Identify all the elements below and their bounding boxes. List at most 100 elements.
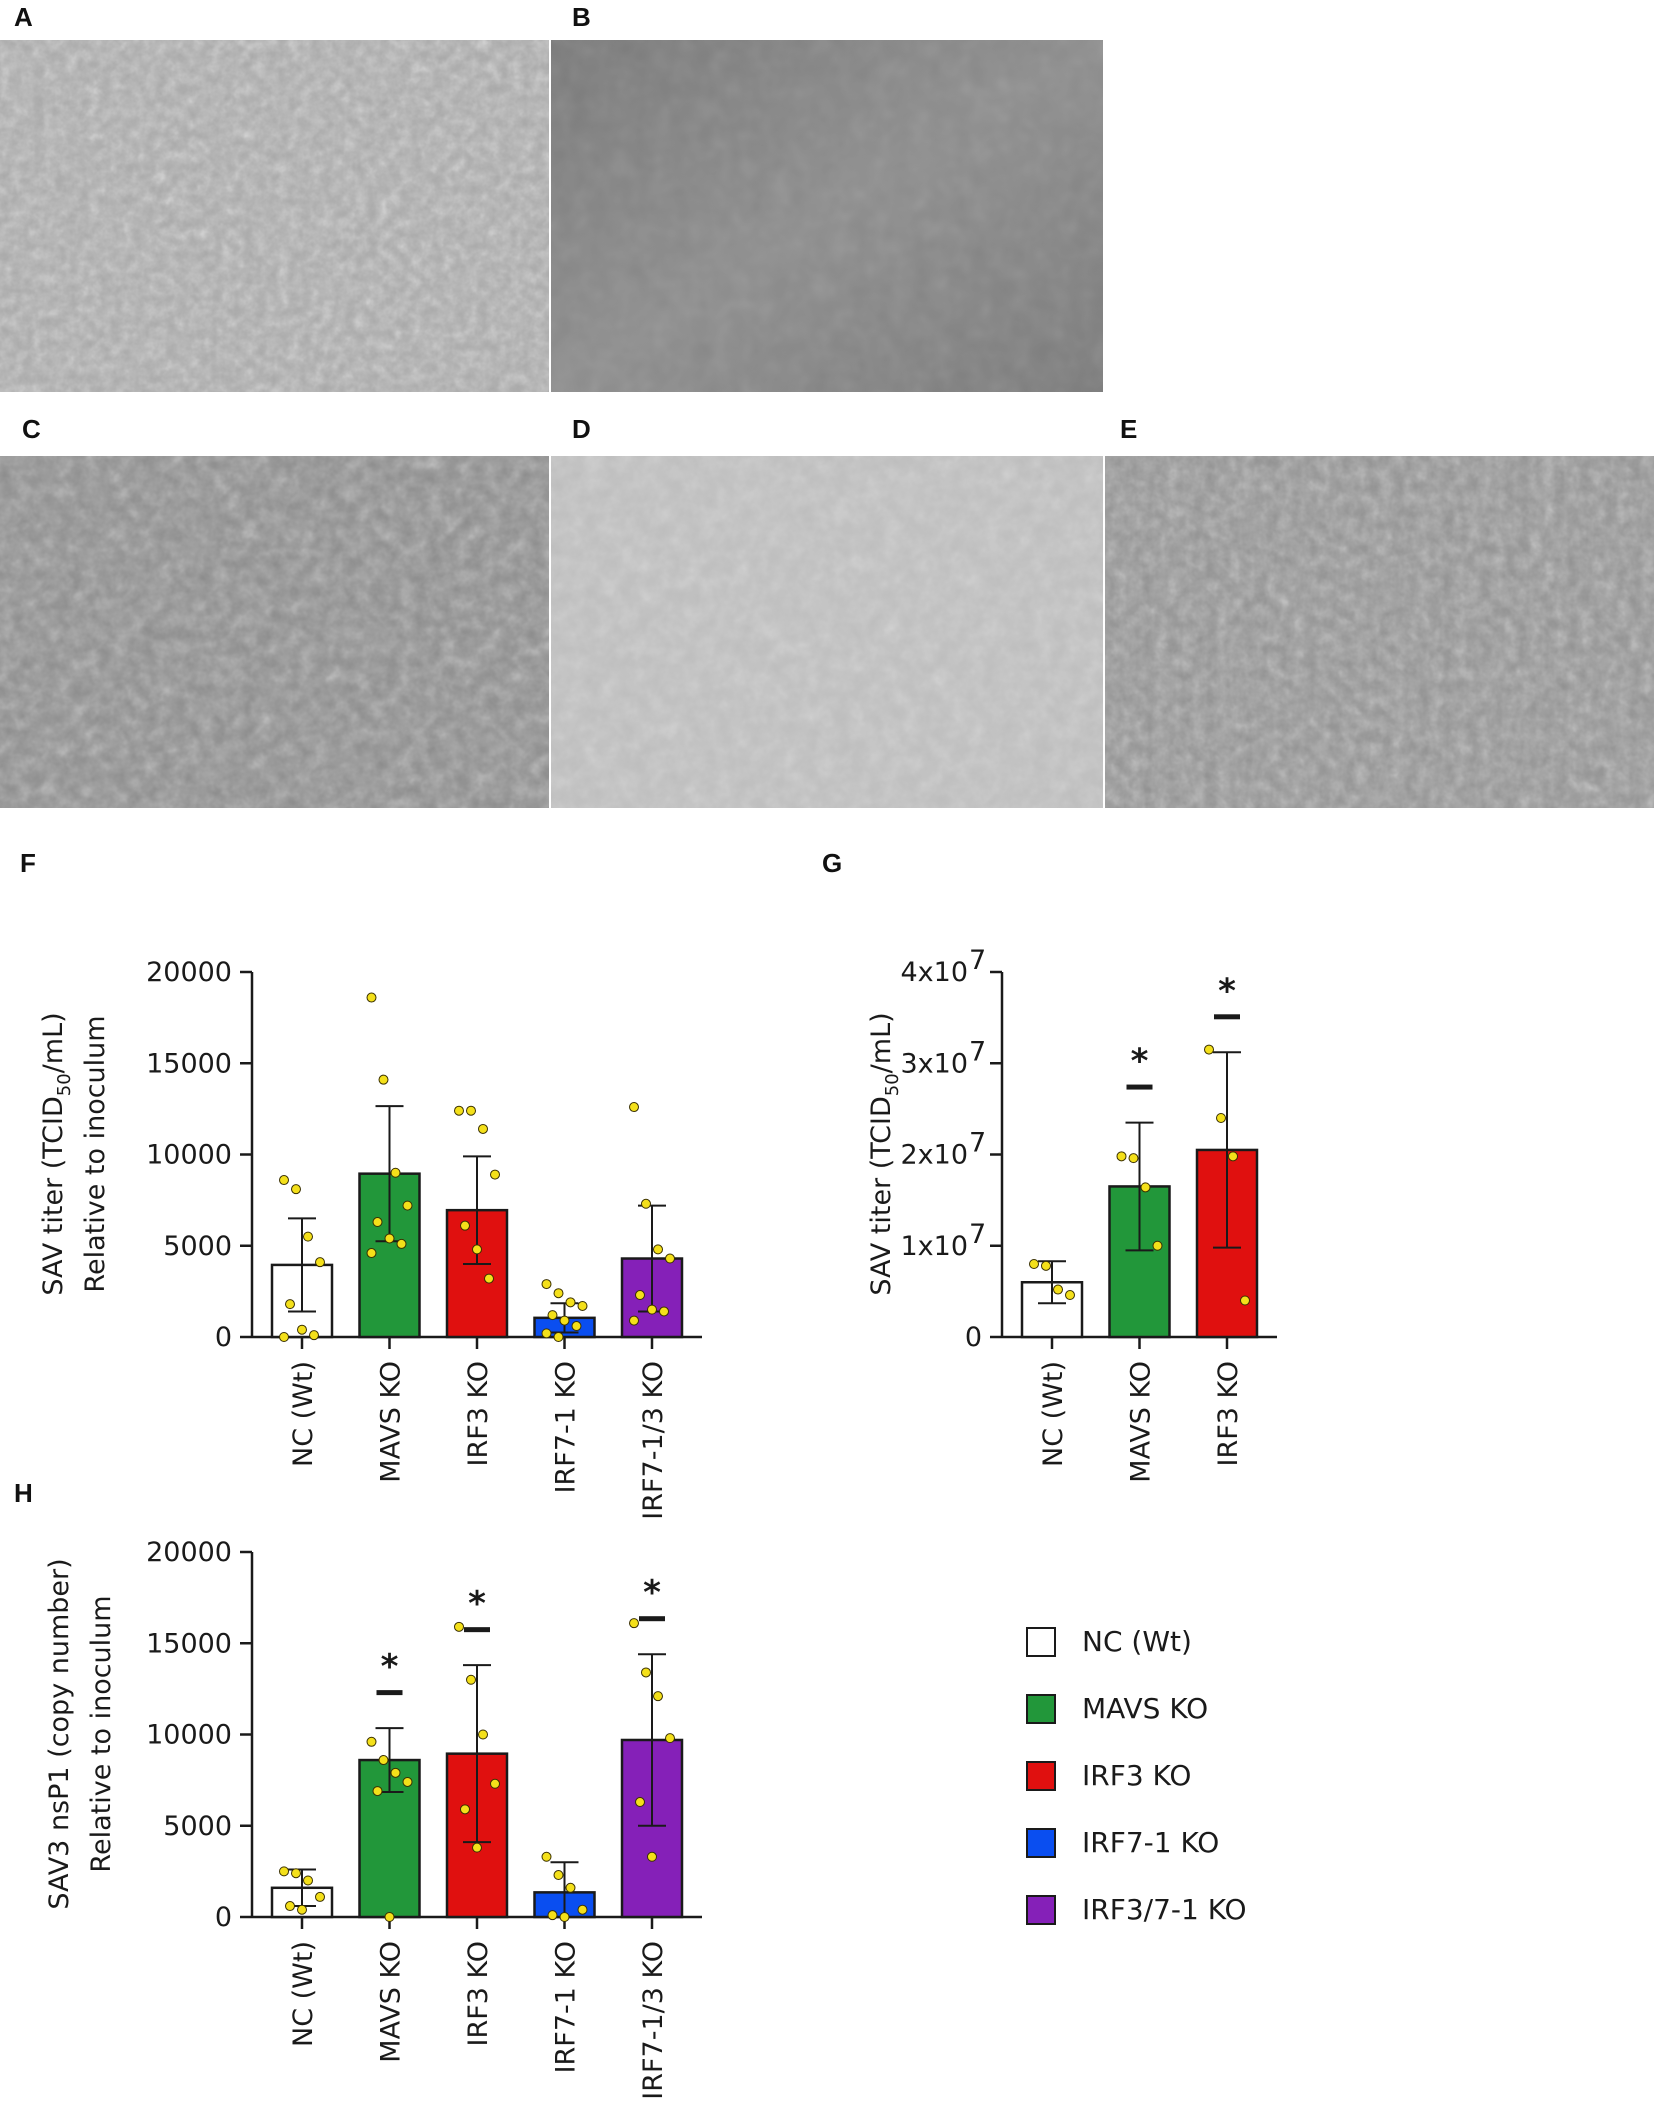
micrograph-b [551,40,1103,392]
data-point [541,1851,552,1862]
y-tick-label: 5000 [163,1811,232,1842]
legend-item: NC (Wt) [1026,1608,1326,1675]
y-tick-label: 2x10 [900,1140,968,1171]
x-tick-label: IRF7-1 KO [551,1361,582,1493]
data-point [1116,1151,1127,1162]
significance-star: * [468,1584,486,1624]
data-point [466,1105,476,1116]
legend-swatch-irf7 [1026,1827,1056,1858]
data-point [285,1901,295,1912]
data-point [659,1306,669,1317]
y-axis-label-text: SAV titer (TCID [866,1096,897,1295]
y-tick-label: 0 [215,1322,232,1353]
x-tick-label: NC (Wt) [288,1941,319,2047]
data-point [641,1667,651,1678]
y-tick-label: 4x10 [900,957,968,988]
data-point [297,1324,307,1335]
legend-item: IRF3 KO [1026,1742,1326,1809]
data-point [1140,1182,1151,1193]
y-axis-label-text: SAV titer (TCID [38,1096,69,1295]
data-point [303,1231,313,1242]
y-axis-label-line2: Relative to inoculum [80,1015,111,1292]
panel-label-d: D [572,414,591,444]
data-point [390,1767,401,1778]
legend-label: IRF7-1 KO [1082,1826,1220,1859]
data-point [641,1198,651,1209]
data-point [315,1891,325,1902]
data-point [490,1169,500,1180]
legend-swatch-nc [1026,1626,1056,1657]
x-tick-label: NC (Wt) [288,1361,319,1467]
data-point [478,1729,488,1740]
significance-bar [1214,1014,1240,1020]
data-point [372,1786,383,1797]
chart-f: 0 5000 10000 15000 20000 NC (Wt) MAVS KO IRF3 K… [0,880,720,1520]
data-point [315,1257,325,1268]
y-tick-exponent: 7 [969,1128,986,1159]
data-point [1128,1153,1139,1164]
panel-label-f: F [20,848,36,878]
data-point [366,1248,377,1259]
significance-star: * [643,1573,661,1613]
data-point [478,1123,488,1134]
legend-label: IRF3/7-1 KO [1082,1893,1247,1926]
data-point [1204,1044,1214,1055]
legend-swatch-irf37 [1026,1894,1056,1925]
panel-label-e: E [1120,414,1138,444]
data-point [454,1105,464,1116]
y-tick-label: 15000 [146,1628,232,1659]
x-tick-label: NC (Wt) [1038,1361,1069,1467]
x-tick-label: IRF3 KO [463,1361,494,1467]
data-point [291,1184,301,1195]
data-point [466,1674,476,1685]
data-point [366,1736,377,1747]
y-tick-label: 15000 [146,1048,232,1079]
significance-bar [1126,1084,1153,1090]
legend-label: NC (Wt) [1082,1625,1192,1658]
x-tick-label: MAVS KO [376,1941,407,2063]
legend-label: MAVS KO [1082,1692,1209,1725]
chart-h: 0 5000 10000 15000 20000 NC (Wt) MAVS KO * IRF3 … [0,1500,720,2108]
micrograph-c [0,456,549,808]
data-point [1053,1284,1063,1295]
micrograph-e [1105,456,1654,808]
y-tick-label: 10000 [146,1140,232,1171]
data-point [547,1310,558,1321]
data-point [366,992,377,1003]
data-point [454,1621,464,1632]
y-axis-label-subscript: 50 [882,1073,903,1096]
data-point [372,1217,383,1228]
y-tick-exponent: 7 [969,945,986,976]
panel-label-a: A [14,2,33,32]
y-tick-exponent: 7 [969,1219,986,1250]
data-point [472,1842,482,1853]
data-point [647,1304,657,1315]
data-point [1041,1260,1051,1271]
data-point [665,1733,675,1744]
significance-bar [639,1616,665,1622]
data-point [378,1755,389,1766]
micrograph-d [551,456,1103,808]
data-point [303,1875,313,1886]
data-point [378,1074,389,1085]
data-point [1029,1259,1039,1269]
panel-label-g: G [822,848,843,878]
data-point [541,1279,552,1290]
data-point [1240,1295,1250,1306]
data-point [390,1167,401,1178]
data-point [384,1912,395,1922]
legend-item: IRF7-1 KO [1026,1809,1326,1876]
y-tick-label: 0 [965,1322,982,1353]
significance-star: * [1218,971,1236,1011]
legend-swatch-irf3 [1026,1760,1056,1791]
x-tick-label: MAVS KO [376,1361,407,1483]
data-point [285,1299,295,1310]
data-point [635,1290,645,1301]
data-point [396,1238,407,1249]
data-point [1065,1290,1075,1301]
data-point [279,1866,289,1877]
data-point [629,1618,639,1629]
data-point [653,1691,663,1702]
y-tick-label: 20000 [146,1537,232,1568]
y-tick-exponent: 7 [969,1036,986,1067]
